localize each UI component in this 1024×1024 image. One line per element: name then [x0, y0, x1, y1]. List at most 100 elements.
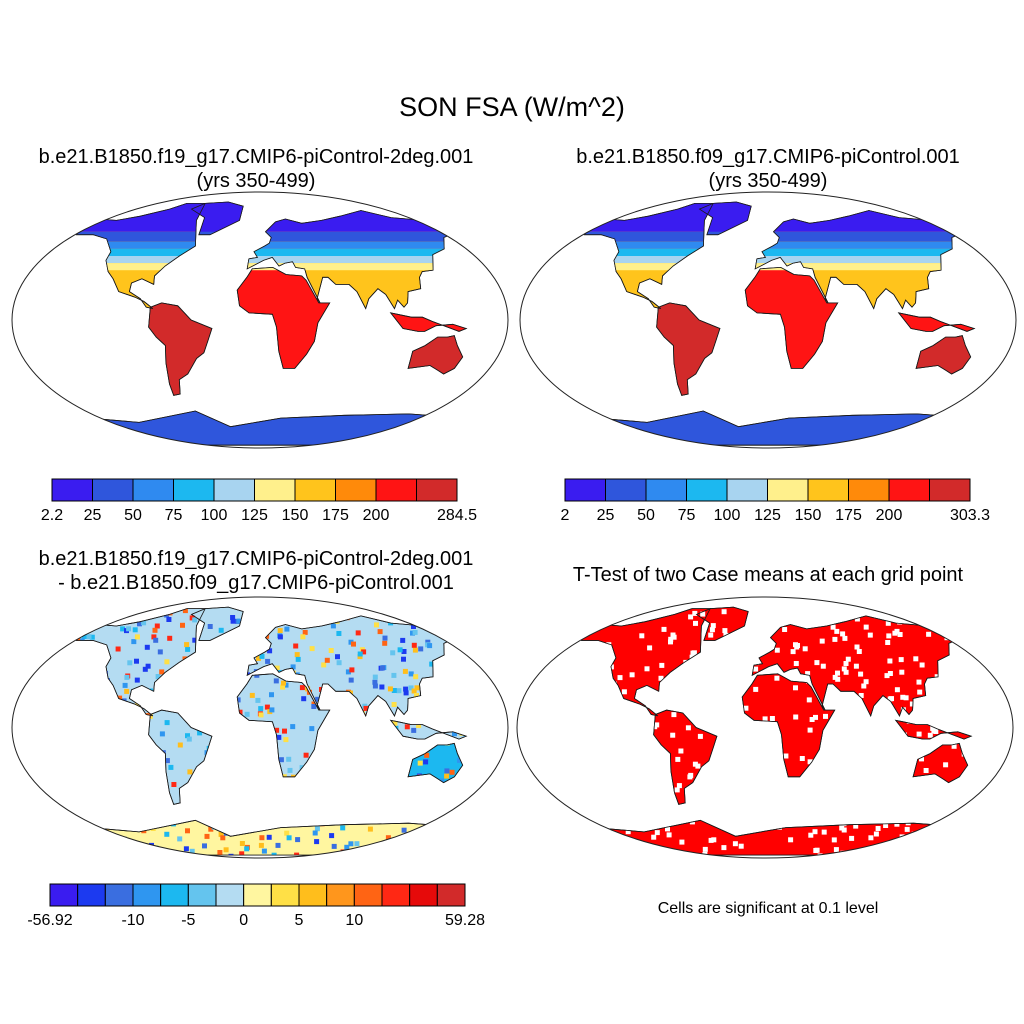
grid-cell [774, 675, 780, 681]
grid-cell [709, 627, 715, 633]
grid-cell [910, 607, 916, 608]
grid-cell [832, 674, 838, 680]
grid-cell [981, 807, 986, 812]
grid-cell [86, 634, 92, 640]
grid-cell [429, 661, 435, 667]
grid-cell [236, 618, 242, 624]
grid-cell [314, 826, 320, 832]
grid-cell [579, 789, 585, 795]
grid-cell [446, 830, 452, 836]
colorbar-swatch [605, 478, 647, 502]
grid-cell [492, 661, 497, 666]
grid-cell [350, 782, 356, 788]
grid-cell [490, 712, 495, 717]
grid-cell [180, 622, 185, 628]
grid-cell [211, 813, 217, 819]
grid-cell [735, 689, 741, 695]
grid-cell [84, 701, 90, 707]
grid-cell [712, 813, 718, 818]
panel1-title-line1: b.e21.B1850.f19_g17.CMIP6-piControl-2deg… [38, 146, 474, 168]
grid-cell [969, 685, 972, 691]
grid-cell [964, 849, 970, 855]
grid-cell [1013, 761, 1015, 766]
grid-cell [88, 684, 94, 690]
grid-cell [497, 742, 502, 747]
grid-cell [447, 652, 452, 658]
grid-cell [86, 824, 92, 830]
grid-cell [382, 776, 388, 782]
grid-cell [478, 820, 483, 825]
grid-cell [408, 671, 414, 677]
grid-cell [167, 635, 173, 641]
grid-cell [549, 800, 554, 805]
grid-cell [523, 722, 528, 727]
grid-cell [340, 788, 346, 794]
grid-cell [185, 828, 190, 834]
grid-cell [797, 818, 803, 824]
grid-cell [30, 646, 35, 651]
grid-cell [660, 795, 666, 801]
grid-cell [923, 617, 929, 623]
grid-cell [927, 732, 933, 738]
grid-cell [716, 747, 722, 753]
grid-cell [303, 607, 308, 610]
grid-cell [824, 728, 830, 734]
grid-cell [382, 635, 388, 641]
grid-cell [463, 778, 467, 784]
grid-cell [160, 787, 166, 792]
grid-cell [222, 828, 228, 834]
grid-cell [409, 739, 415, 745]
colorbar-swatch [326, 883, 355, 907]
grid-cell [141, 620, 147, 626]
significance-note: Cells are significant at 0.1 level [657, 900, 879, 917]
grid-cell [54, 676, 59, 681]
grid-cell [56, 726, 61, 731]
grid-cell [953, 652, 959, 658]
grid-cell [83, 836, 89, 842]
grid-cell [443, 674, 449, 680]
grid-cell [115, 646, 121, 652]
grid-cell [77, 711, 83, 717]
grid-cell [733, 744, 739, 750]
grid-cell [873, 831, 879, 837]
grid-cell [232, 828, 237, 834]
grid-cell [882, 810, 888, 816]
grid-cell [632, 802, 638, 808]
grid-cell [163, 686, 169, 692]
grid-cell [976, 836, 981, 841]
grid-cell [565, 791, 570, 796]
grid-cell [398, 838, 404, 844]
grid-cell [894, 687, 900, 693]
grid-cell [58, 789, 63, 794]
grid-cell [132, 712, 137, 718]
grid-cell [664, 791, 670, 796]
grid-cell [666, 832, 672, 838]
grid-cell [742, 596, 747, 601]
grid-cell [208, 817, 214, 823]
grid-cell [142, 607, 147, 610]
grid-cell [237, 648, 243, 654]
grid-cell [801, 814, 807, 819]
grid-cell [693, 620, 698, 626]
grid-cell [507, 820, 510, 825]
grid-cell [968, 666, 972, 672]
grid-cell [815, 767, 820, 773]
grid-cell [344, 784, 350, 789]
grid-cell [498, 847, 503, 852]
grid-cell [274, 727, 280, 733]
colorbar-swatch [929, 478, 971, 502]
grid-cell [36, 693, 41, 698]
grid-cell [903, 770, 909, 776]
grid-cell [534, 769, 539, 774]
latitude-band [76, 202, 467, 232]
grid-cell [757, 815, 763, 821]
grid-cell [392, 602, 397, 607]
grid-cell [863, 624, 869, 630]
grid-cell [458, 665, 464, 671]
grid-cell [604, 837, 610, 843]
continent-indonesia [389, 719, 468, 740]
grid-cell [595, 788, 601, 793]
grid-cell [48, 624, 53, 629]
grid-cell [81, 786, 87, 792]
grid-cell [177, 836, 183, 842]
